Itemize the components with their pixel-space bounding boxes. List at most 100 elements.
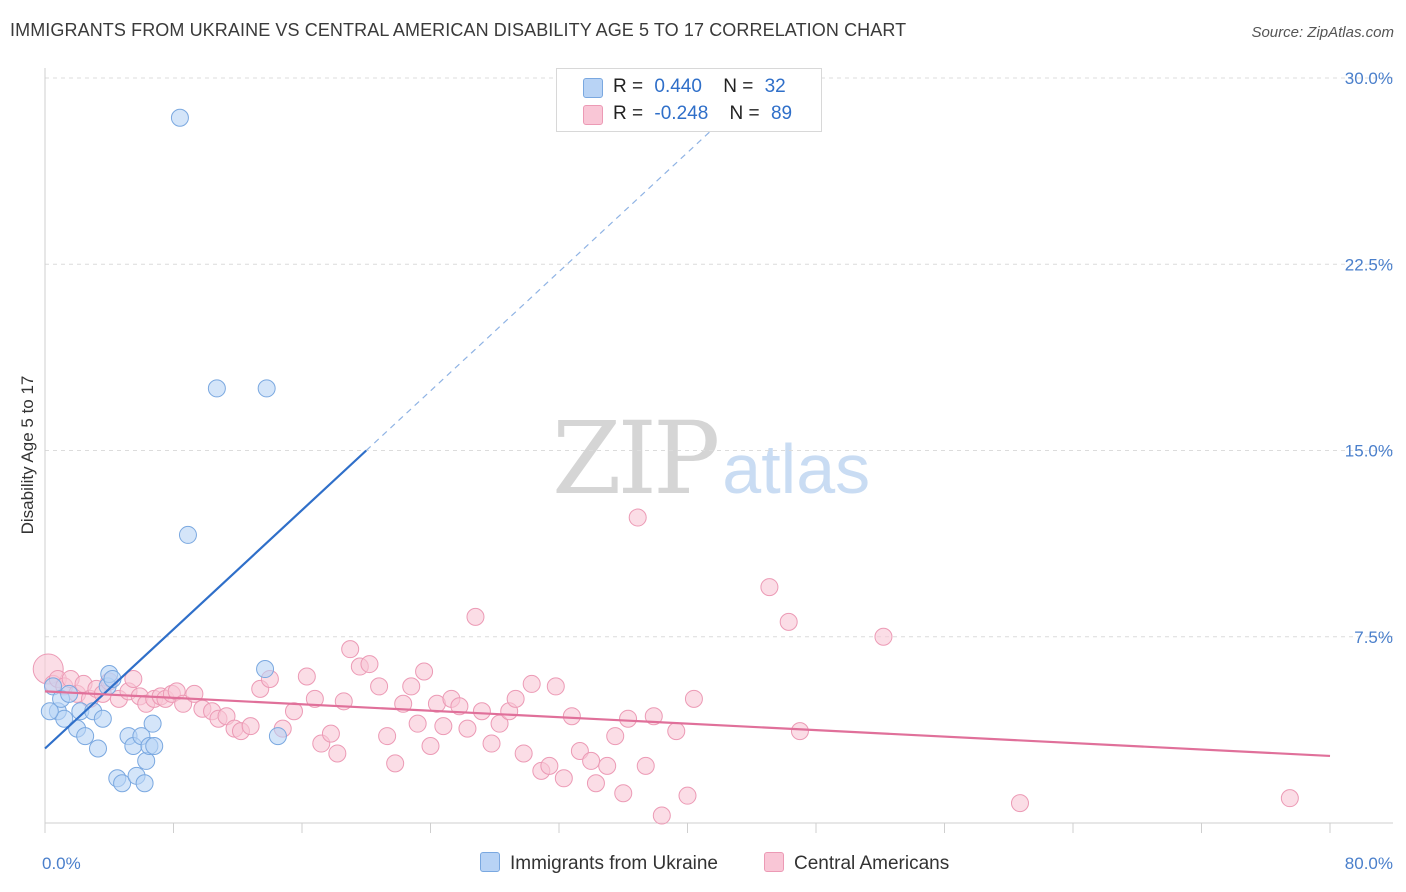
correlation-legend: R = 0.440 N = 32 R = -0.248 N = 89 <box>556 68 822 132</box>
legend-text-ukraine: R = 0.440 N = 32 <box>613 76 786 98</box>
central-point <box>482 734 501 753</box>
central-point <box>458 719 477 738</box>
central-point <box>678 786 697 805</box>
central-point <box>305 689 324 708</box>
central-point <box>619 709 638 728</box>
ukraine-trend-line <box>44 449 367 750</box>
ukraine-point <box>137 751 156 770</box>
central-point <box>297 667 316 686</box>
ukraine-point <box>143 714 162 733</box>
central-point <box>1280 789 1299 808</box>
ukraine-point <box>257 379 276 398</box>
ukraine-point <box>89 739 108 758</box>
ukraine-trend-extension <box>365 107 737 451</box>
watermark-zip: ZIP <box>552 400 720 517</box>
central-point <box>408 714 427 733</box>
bottom-legend-ukraine: Immigrants from Ukraine <box>480 852 718 875</box>
y-tick-label: 15.0% <box>1345 442 1393 461</box>
central-point <box>522 674 541 693</box>
legend-n-label: N = <box>729 103 760 124</box>
central-point <box>241 717 260 736</box>
ukraine-point <box>145 737 164 756</box>
central-point <box>341 640 360 659</box>
source-label: Source: ZipAtlas.com <box>1251 24 1394 41</box>
legend-n-label: N = <box>723 76 754 97</box>
central-point <box>652 806 671 825</box>
central-point <box>472 702 491 721</box>
ukraine-point <box>40 702 59 721</box>
x-tick-label-max: 80.0% <box>1345 854 1393 873</box>
central-point <box>466 607 485 626</box>
ukraine-point <box>256 660 275 679</box>
legend-text-central: R = -0.248 N = 89 <box>613 103 792 125</box>
central-point <box>779 612 798 631</box>
central-point <box>760 578 779 597</box>
central-point <box>124 669 143 688</box>
ukraine-point <box>76 727 95 746</box>
central-point <box>514 744 533 763</box>
central-point <box>570 741 589 760</box>
series-immigrants-from-ukraine <box>40 108 287 793</box>
central-point <box>684 689 703 708</box>
bottom-legend-label-central: Central Americans <box>794 853 950 874</box>
central-point <box>598 756 617 775</box>
y-tick-label: 7.5% <box>1354 628 1393 647</box>
central-point <box>1010 794 1029 813</box>
ukraine-point <box>135 774 154 793</box>
legend-swatch-ukraine <box>583 78 603 98</box>
watermark: ZIPatlas <box>552 400 870 517</box>
central-point <box>614 784 633 803</box>
ukraine-point <box>178 525 197 544</box>
central-point <box>394 694 413 713</box>
central-point <box>636 756 655 775</box>
bottom-legend-swatch-central <box>764 852 784 872</box>
central-point <box>328 744 347 763</box>
ukraine-point <box>55 709 74 728</box>
y-tick-label: 22.5% <box>1345 255 1393 274</box>
bottom-legend-swatch-ukraine <box>480 852 500 872</box>
legend-r-label: R = <box>613 103 644 124</box>
central-point <box>506 689 525 708</box>
central-point <box>360 655 379 674</box>
ukraine-point <box>113 774 132 793</box>
chart-title: IMMIGRANTS FROM UKRAINE VS CENTRAL AMERI… <box>10 20 907 40</box>
ukraine-point <box>93 709 112 728</box>
legend-n-value: 89 <box>770 103 793 124</box>
legend-r-value: -0.248 <box>654 103 709 124</box>
central-point <box>378 727 397 746</box>
central-point <box>644 707 663 726</box>
tick-labels: 7.5% 15.0% 22.5% 30.0% 0.0% 80.0% <box>42 69 1393 873</box>
watermark-atlas: atlas <box>722 430 871 508</box>
central-point <box>586 774 605 793</box>
central-point <box>434 717 453 736</box>
central-point <box>667 722 686 741</box>
central-point <box>582 751 601 770</box>
bottom-legend-central: Central Americans <box>764 852 949 875</box>
central-point <box>402 677 421 696</box>
central-point <box>386 754 405 773</box>
y-tick-label: 30.0% <box>1345 69 1393 88</box>
legend-swatch-central <box>583 105 603 125</box>
axes <box>44 68 1393 833</box>
central-point <box>321 724 340 743</box>
legend-r-label: R = <box>613 76 644 97</box>
central-point <box>415 662 434 681</box>
central-point <box>562 707 581 726</box>
central-point <box>554 769 573 788</box>
grid-lines <box>45 77 1393 638</box>
ukraine-point <box>268 727 287 746</box>
ukraine-point <box>207 379 226 398</box>
trend-lines <box>44 107 1331 758</box>
central-point <box>790 722 809 741</box>
x-tick-label-min: 0.0% <box>42 854 81 873</box>
central-point <box>540 756 559 775</box>
central-point <box>450 697 469 716</box>
central-point <box>628 508 647 527</box>
ukraine-point <box>170 108 189 127</box>
central-point <box>546 677 565 696</box>
central-point <box>606 727 625 746</box>
legend-n-value: 32 <box>764 76 786 97</box>
central-point <box>421 737 440 756</box>
series-central-americans <box>32 508 1299 825</box>
